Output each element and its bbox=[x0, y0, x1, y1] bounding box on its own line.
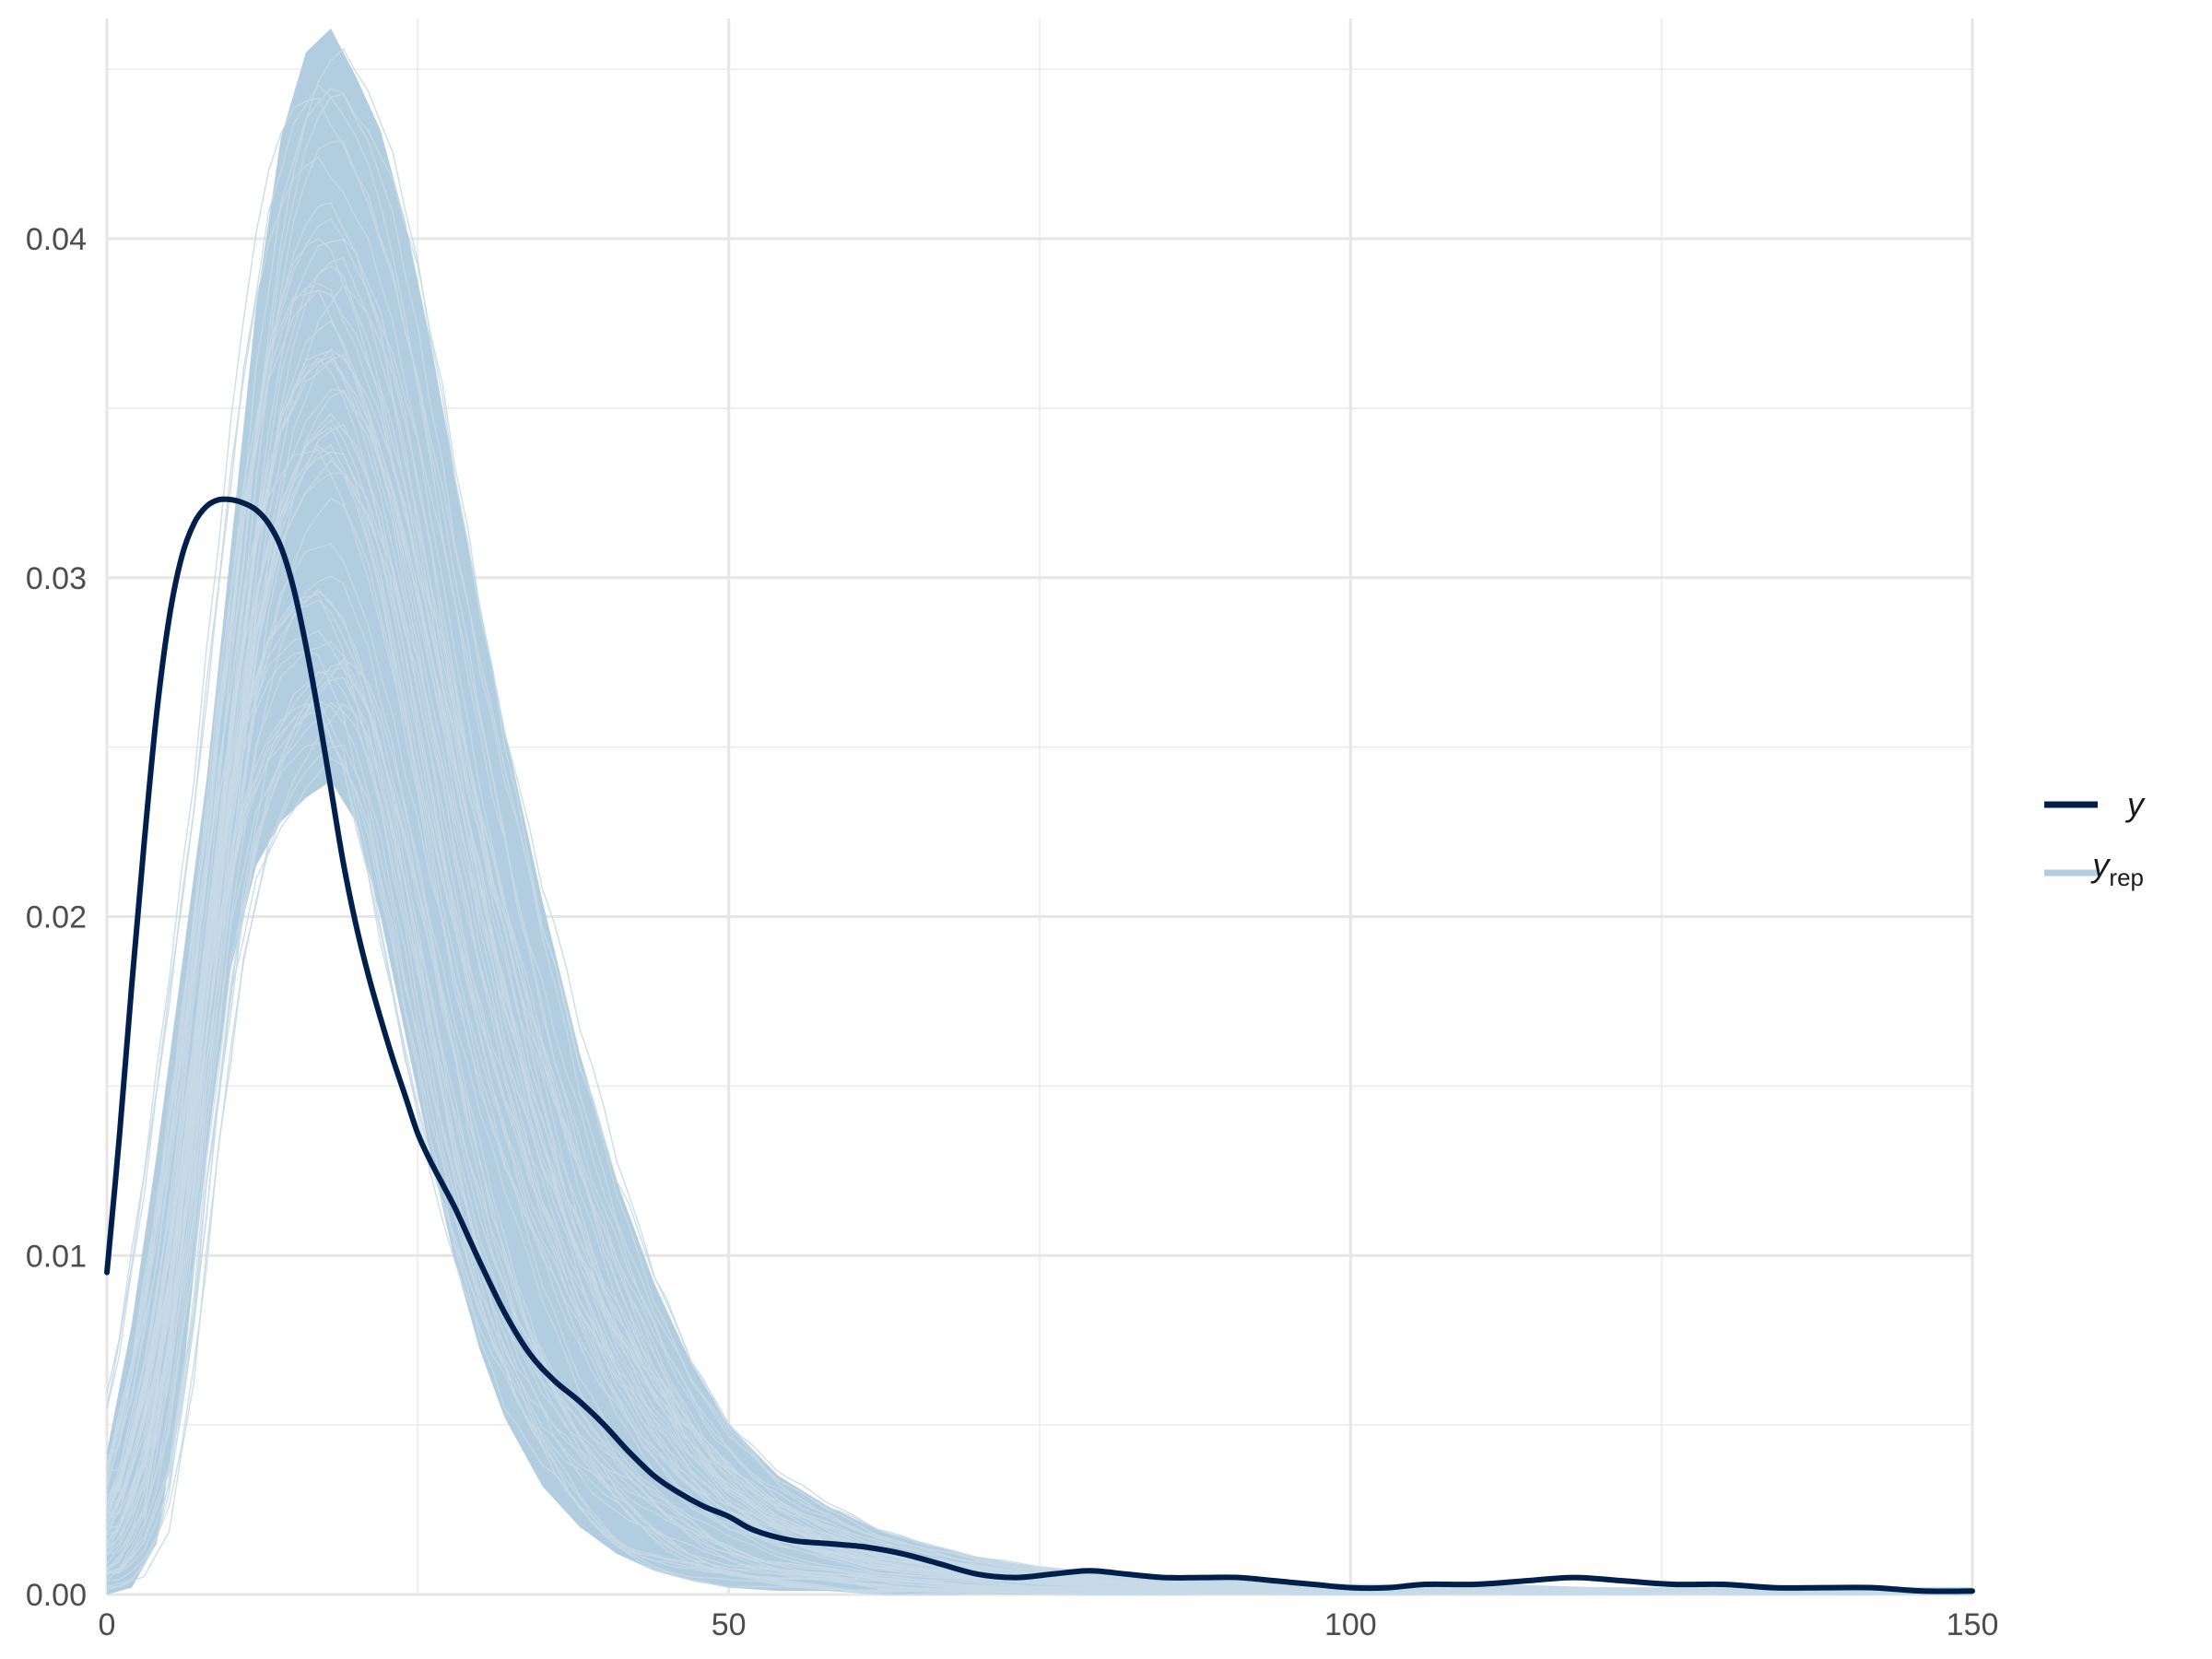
plot-panel bbox=[104, 18, 1975, 1596]
y-tick-label: 0.03 bbox=[26, 561, 87, 596]
legend-label-y-main: y bbox=[2124, 785, 2146, 823]
yrep-draws bbox=[106, 29, 1973, 1595]
x-tick-label: 100 bbox=[1324, 1607, 1377, 1642]
yrep-draw-line bbox=[106, 140, 1972, 1590]
legend-label-yrep-main: y bbox=[2089, 846, 2111, 884]
grid-minor bbox=[107, 18, 1972, 1594]
yrep-band bbox=[107, 29, 1972, 1594]
y-tick-label: 0.01 bbox=[26, 1239, 87, 1274]
y-tick-label: 0.04 bbox=[26, 222, 87, 257]
x-tick-label: 50 bbox=[712, 1607, 747, 1642]
x-axis-ticks: 0 50 100 150 bbox=[99, 1607, 1999, 1642]
legend: y yrep bbox=[2044, 785, 2146, 891]
x-tick-label: 150 bbox=[1947, 1607, 1999, 1642]
legend-label-yrep-sub: rep bbox=[2109, 864, 2144, 891]
yrep-draw-line bbox=[106, 356, 1973, 1592]
y-axis-ticks: 0.00 0.01 0.02 0.03 0.04 bbox=[26, 222, 87, 1613]
yrep-draw-line bbox=[106, 703, 1973, 1595]
x-tick-label: 0 bbox=[99, 1607, 116, 1642]
y-tick-label: 0.02 bbox=[26, 900, 87, 935]
y-tick-label: 0.00 bbox=[26, 1578, 87, 1613]
observed-y-line bbox=[104, 496, 1975, 1594]
legend-label-y: y bbox=[2124, 785, 2146, 823]
legend-label-yrep: yrep bbox=[2089, 846, 2144, 891]
yrep-draw-line bbox=[106, 449, 1972, 1593]
